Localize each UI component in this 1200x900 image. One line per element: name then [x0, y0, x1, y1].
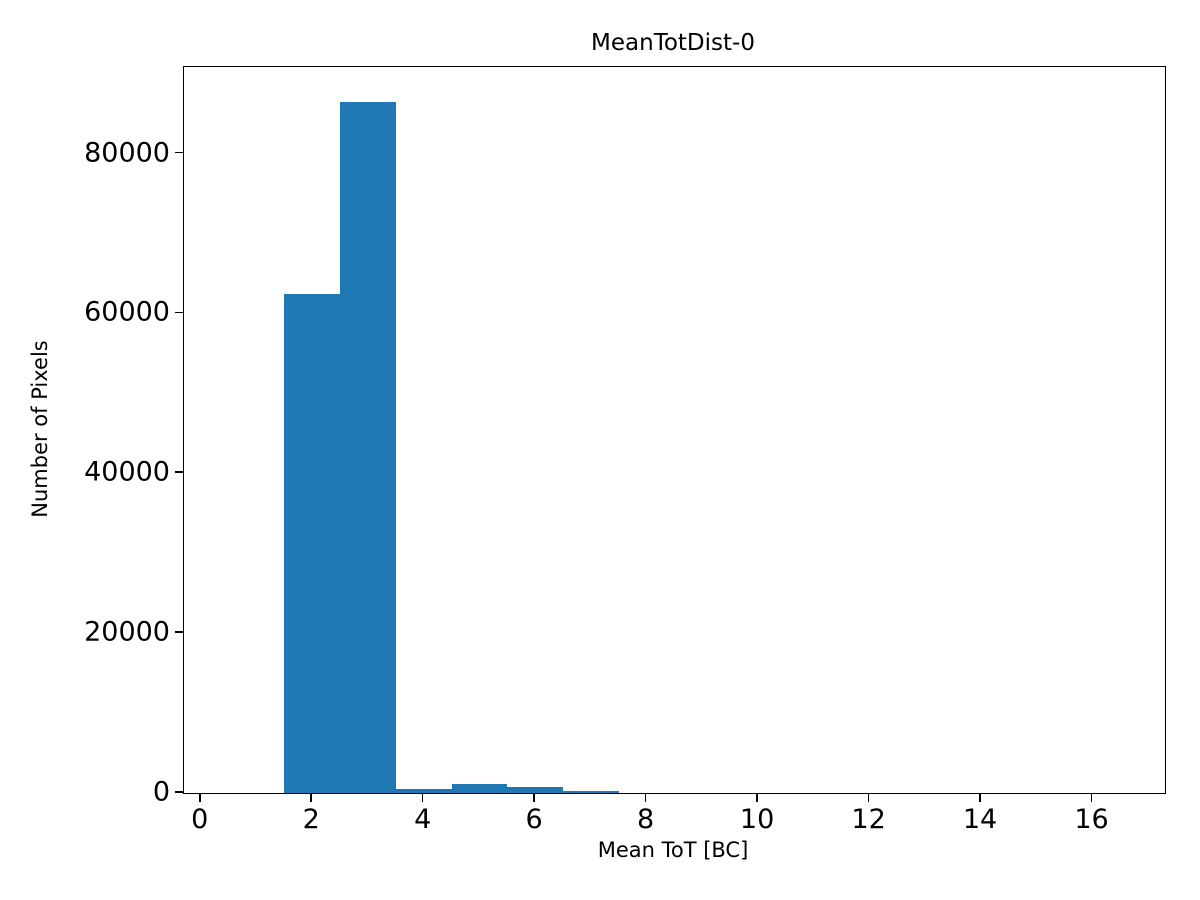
histogram-bar — [507, 787, 564, 793]
histogram-bar — [340, 101, 396, 793]
y-tick-mark — [175, 471, 183, 474]
x-tick-label: 16 — [1074, 804, 1109, 835]
x-tick-label: 4 — [414, 804, 432, 835]
x-tick-label: 10 — [739, 804, 775, 835]
x-tick-label: 14 — [962, 804, 998, 835]
x-tick-label: 0 — [191, 804, 209, 835]
y-tick-label: 80000 — [84, 137, 170, 169]
histogram-bar — [451, 783, 508, 793]
x-tick-mark — [1090, 793, 1093, 802]
x-tick-label: 2 — [302, 804, 320, 835]
y-tick-mark — [175, 791, 183, 793]
y-tick-label: 20000 — [84, 616, 170, 648]
x-tick-mark — [979, 793, 981, 802]
x-tick-mark — [644, 793, 647, 802]
y-tick-label: 40000 — [84, 456, 170, 488]
histogram-bar — [284, 294, 341, 793]
x-tick-mark — [867, 793, 870, 802]
plot-area — [183, 66, 1166, 794]
y-tick-mark — [175, 631, 183, 633]
y-tick-label: 60000 — [84, 296, 170, 328]
x-axis-label: Mean ToT [BC] — [597, 838, 749, 862]
chart-title: MeanTotDist-0 — [591, 30, 755, 56]
x-tick-label: 8 — [637, 804, 655, 835]
x-tick-mark — [756, 793, 758, 802]
x-tick-mark — [310, 793, 312, 802]
y-axis-label: Number of Pixels — [28, 340, 52, 518]
y-tick-label: 0 — [152, 776, 170, 808]
x-tick-label: 12 — [851, 804, 886, 835]
x-tick-mark — [533, 793, 535, 802]
y-tick-mark — [175, 151, 183, 154]
x-tick-mark — [421, 793, 424, 802]
x-tick-label: 6 — [525, 804, 543, 835]
histogram-bar — [563, 790, 619, 793]
histogram-bar — [395, 789, 452, 793]
y-tick-mark — [175, 311, 183, 314]
x-tick-mark — [198, 793, 201, 802]
